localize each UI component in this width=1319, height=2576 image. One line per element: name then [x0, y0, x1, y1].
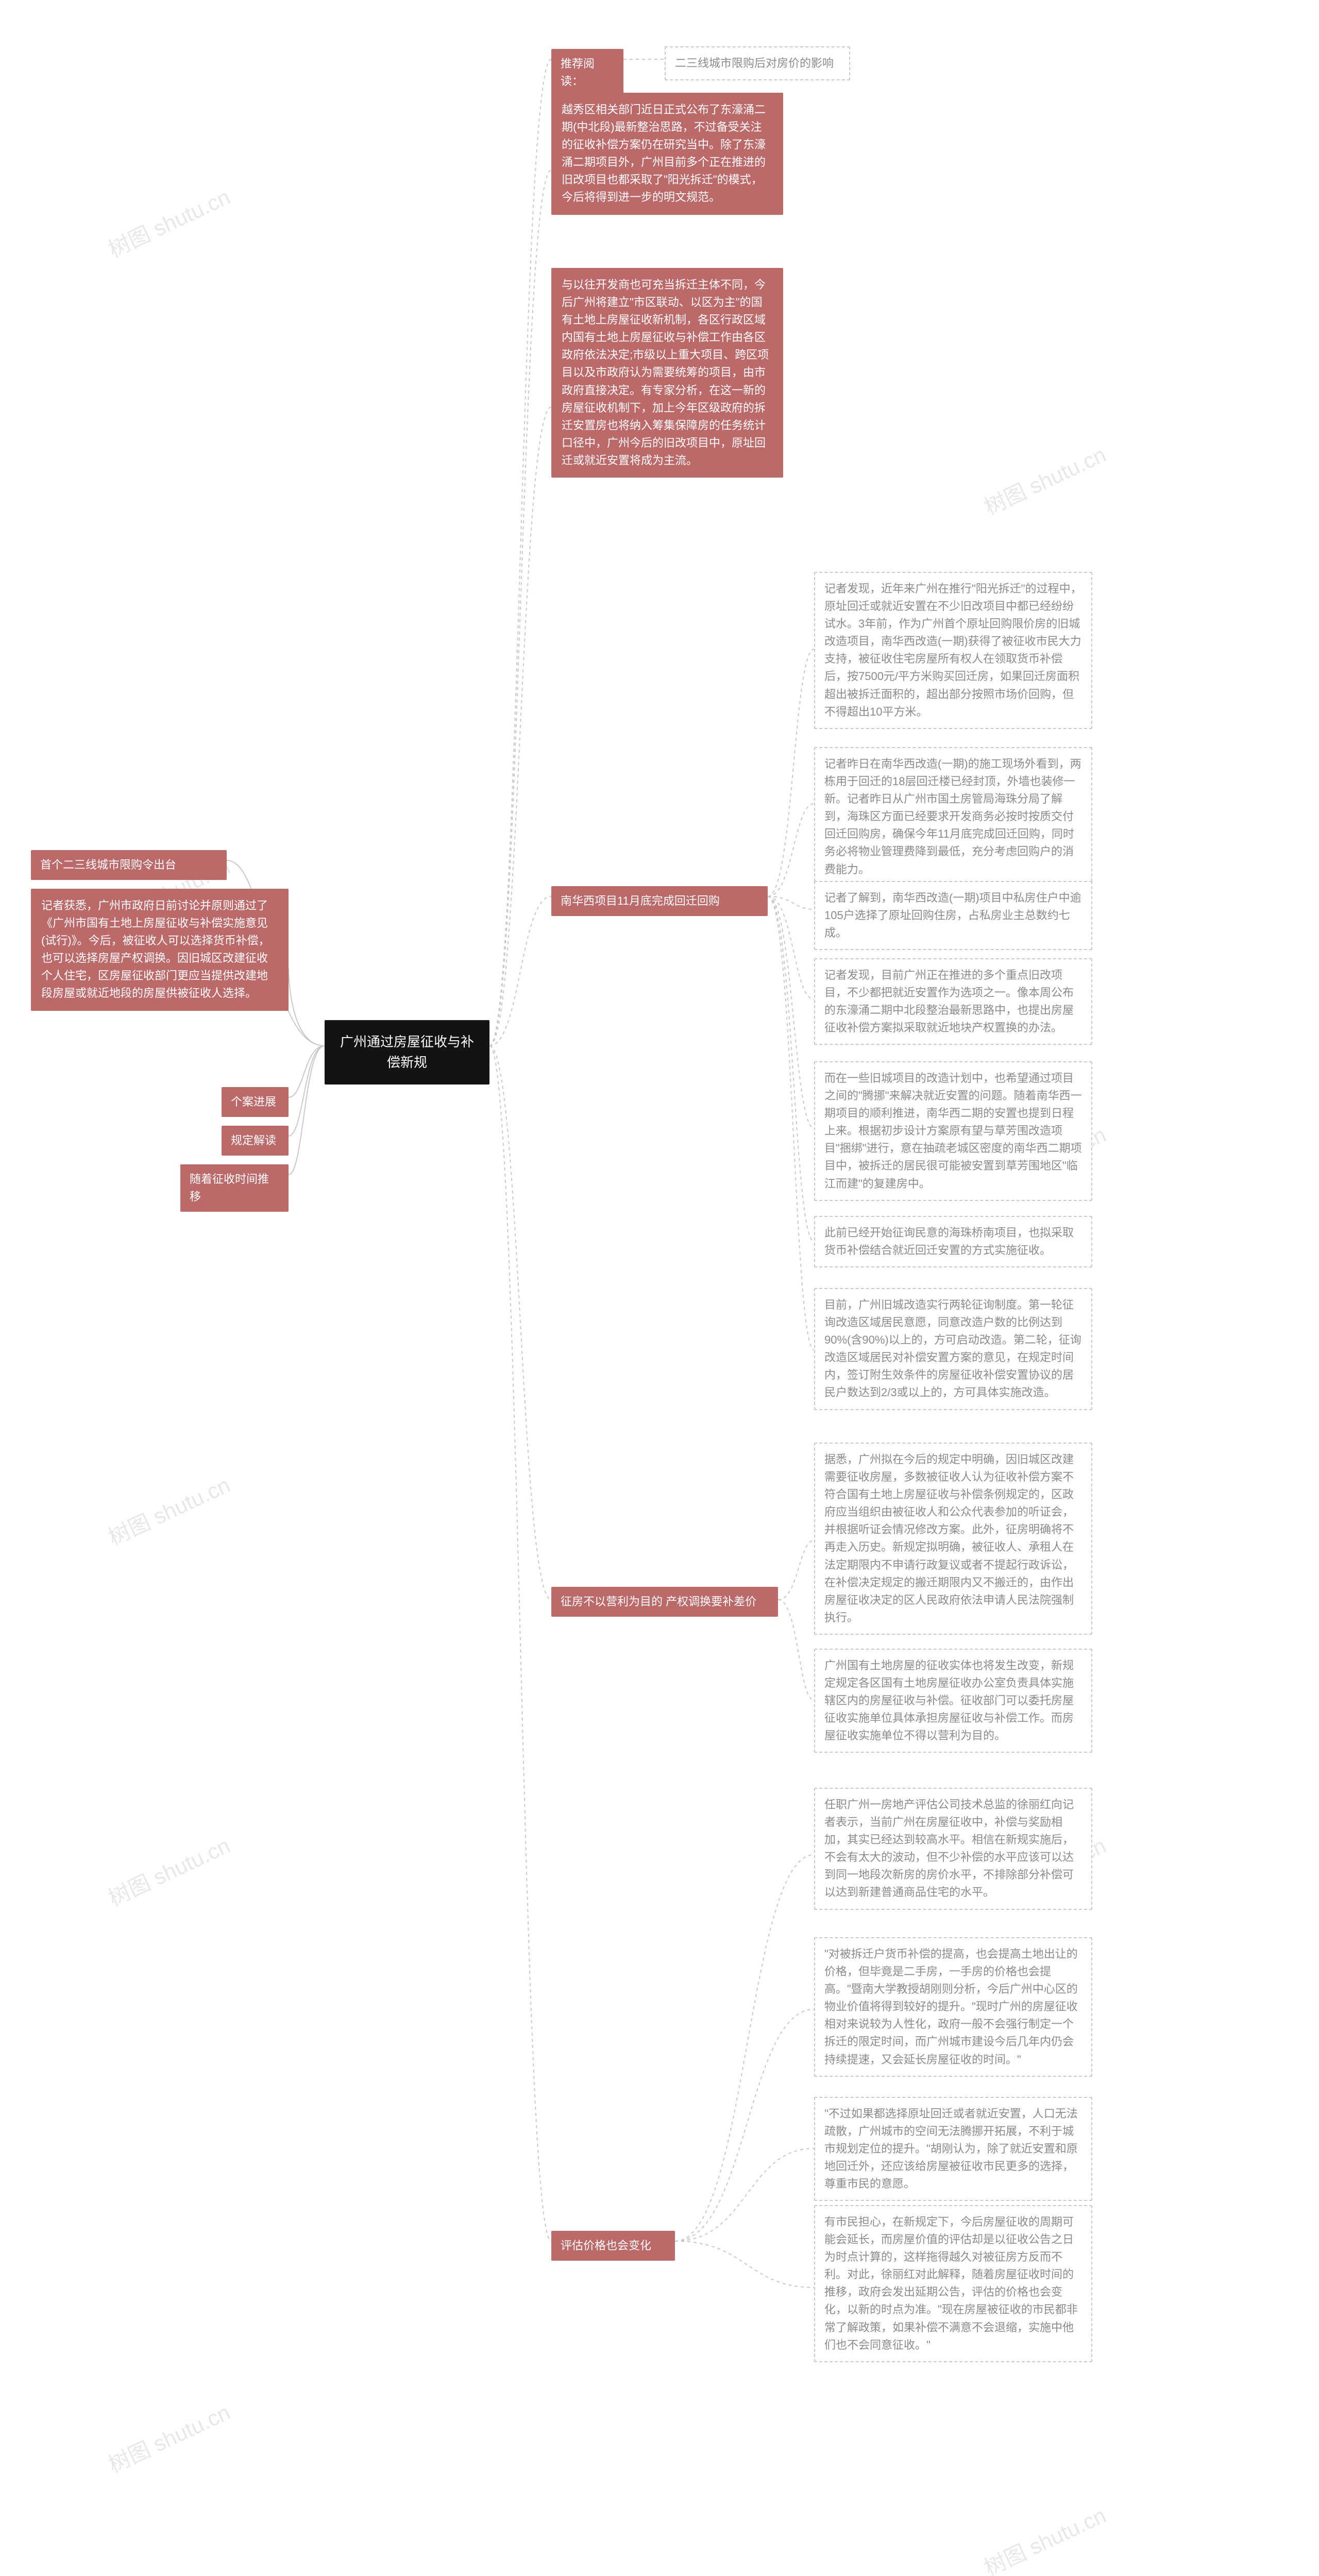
watermark: 树图 shutu.cn — [978, 437, 1110, 521]
watermark: 树图 shutu.cn — [103, 1468, 234, 1552]
mindmap-branch: 评估价格也会变化 — [551, 2231, 675, 2261]
mindmap-branch: 与以往开发商也可充当拆迁主体不同，今后广州将建立"市区联动、以区为主"的国有土地… — [551, 268, 783, 478]
mindmap-leaf: 有市民担心，在新规定下，今后房屋征收的周期可能会延长，而房屋价值的评估却是以征收… — [814, 2205, 1092, 2362]
mindmap-branch: 首个二三线城市限购令出台 — [31, 850, 227, 880]
mindmap-leaf: 广州国有土地房屋的征收实体也将发生改变，新规定规定各区国有土地房屋征收办公室负责… — [814, 1649, 1092, 1753]
mindmap-leaf: 记者了解到，南华西改造(一期)项目中私房住户中逾105户选择了原址回购住房，占私… — [814, 881, 1092, 950]
mindmap-leaf: 记者发现，近年来广州在推行"阳光拆迁"的过程中，原址回迁或就近安置在不少旧改项目… — [814, 572, 1092, 729]
watermark: 树图 shutu.cn — [103, 1828, 234, 1912]
mindmap-branch: 南华西项目11月底完成回迁回购 — [551, 886, 768, 916]
mindmap-branch: 征房不以营利为目的 产权调换要补差价 — [551, 1587, 778, 1617]
mindmap-leaf: 记者昨日在南华西改造(一期)的施工现场外看到，两栋用于回迁的18层回迁楼已经封顶… — [814, 747, 1092, 887]
mindmap-branch: 记者获悉，广州市政府日前讨论并原则通过了《广州市国有土地上房屋征收与补偿实施意见… — [31, 889, 289, 1011]
watermark: 树图 shutu.cn — [103, 180, 234, 264]
mindmap-leaf: 而在一些旧城项目的改造计划中，也希望通过项目之间的"腾挪"来解决就近安置的问题。… — [814, 1061, 1092, 1201]
mindmap-branch: 随着征收时间推移 — [180, 1164, 289, 1212]
watermark: 树图 shutu.cn — [978, 2498, 1110, 2576]
mindmap-branch: 推荐阅读： — [551, 49, 623, 96]
mindmap-branch: 越秀区相关部门近日正式公布了东濠涌二期(中北段)最新整治思路，不过备受关注的征收… — [551, 93, 783, 215]
mindmap-branch: 规定解读 — [222, 1126, 289, 1156]
mindmap-leaf: 任职广州一房地产评估公司技术总监的徐丽红向记者表示，当前广州在房屋征收中，补偿与… — [814, 1788, 1092, 1910]
mindmap-leaf: 二三线城市限购后对房价的影响 — [665, 46, 850, 80]
mindmap-branch: 个案进展 — [222, 1087, 289, 1117]
mindmap-leaf: 记者发现，目前广州正在推进的多个重点旧改项目，不少都把就近安置作为选项之一。像本… — [814, 958, 1092, 1045]
mindmap-leaf: "对被拆迁户货币补偿的提高，也会提高土地出让的价格，但毕竟是二手房，一手房的价格… — [814, 1937, 1092, 2077]
mindmap-leaf: "不过如果都选择原址回迁或者就近安置，人口无法疏散，广州城市的空间无法腾挪开拓展… — [814, 2097, 1092, 2201]
mindmap-leaf: 据悉，广州拟在今后的规定中明确，因旧城区改建需要征收房屋，多数被征收人认为征收补… — [814, 1443, 1092, 1635]
mindmap-leaf: 此前已经开始征询民意的海珠桥南项目，也拟采取货币补偿结合就近回迁安置的方式实施征… — [814, 1216, 1092, 1267]
mindmap-leaf: 目前，广州旧城改造实行两轮征询制度。第一轮征询改造区域居民意愿，同意改造户数的比… — [814, 1288, 1092, 1410]
watermark: 树图 shutu.cn — [103, 2395, 234, 2479]
mindmap-root: 广州通过房屋征收与补偿新规 — [325, 1020, 489, 1084]
